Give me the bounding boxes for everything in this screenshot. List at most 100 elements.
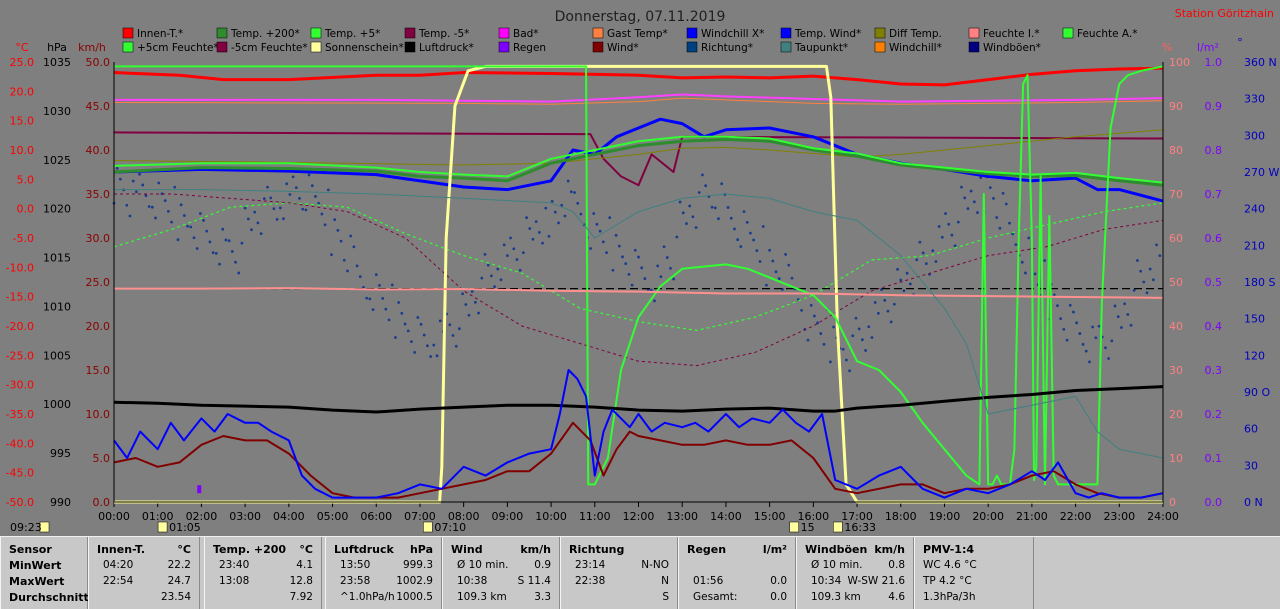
direction-point [182, 214, 186, 217]
direction-point [397, 301, 401, 304]
direction-point [649, 288, 653, 292]
direction-point [1158, 254, 1162, 257]
x-tick-label: 00:00 [98, 510, 130, 523]
direction-point [349, 234, 353, 238]
stats-time: 10:34 [811, 575, 842, 587]
legend-swatch [592, 41, 604, 53]
humidity-tick-label: 60 [1169, 232, 1183, 245]
wind-tick-label: 10.0 [86, 408, 111, 421]
direction-point [844, 358, 848, 362]
direction-point [384, 307, 388, 311]
direction-point [275, 218, 279, 221]
x-tick-label: 17:00 [841, 510, 873, 523]
direction-point [278, 206, 282, 210]
direction-point [851, 334, 855, 338]
direction-point [1052, 293, 1056, 297]
direction-point [230, 250, 234, 253]
legend-swatch [686, 27, 698, 39]
direction-point [691, 215, 695, 219]
temp-tick-label: -25.0 [6, 349, 34, 362]
legend-swatch [122, 27, 134, 39]
direction-point [291, 175, 295, 179]
direction-point [908, 282, 912, 286]
legend-swatch [310, 41, 322, 53]
direction-axis-unit: ° [1237, 36, 1243, 49]
direction-point [876, 311, 880, 315]
legend-label: Sonnenschein* [325, 42, 404, 54]
temp-tick-label: -30.0 [6, 379, 34, 392]
direction-point [352, 245, 356, 249]
stats-value: 1000.5 [396, 591, 433, 603]
direction-point [342, 258, 346, 262]
legend-label: Innen-T.* [137, 28, 183, 40]
legend-swatch [404, 27, 416, 39]
direction-point [621, 255, 624, 259]
stats-panel-regen: Regen l/m² 01:56 0.0 Gesamt: 0.0 [678, 537, 796, 609]
direction-point [569, 190, 573, 194]
direction-point [704, 184, 708, 188]
rain-axis-unit: l/m² [1197, 41, 1219, 54]
direction-tick-label: 180 S [1244, 276, 1275, 289]
direction-point [298, 197, 301, 200]
series-line [113, 369, 1164, 499]
direction-point [323, 223, 327, 227]
direction-point [800, 308, 804, 312]
pressure-tick-label: 1035 [43, 56, 71, 69]
stats-panel-boeen: Windböen km/h Ø 10 min. 0.8 10:34 W-SW 21.6 10… [796, 537, 914, 609]
rain-tick-label: 0.8 [1205, 144, 1223, 157]
direction-point [240, 241, 244, 245]
direction-point [154, 216, 157, 220]
direction-point [378, 284, 381, 287]
direction-point [195, 247, 199, 250]
direction-point [937, 225, 941, 228]
direction-point [656, 264, 660, 268]
direction-point [1116, 315, 1120, 319]
direction-point [697, 191, 701, 194]
direction-point [685, 222, 688, 225]
stats-panel-temp200: Temp. +200 °C 23:40 4.1 13:08 12.8 7.92 [204, 537, 322, 609]
direction-point [1024, 271, 1027, 275]
direction-point [227, 239, 231, 243]
direction-point [365, 296, 369, 300]
direction-point [579, 212, 583, 216]
direction-point [320, 212, 324, 216]
stats-value: 999.3 [402, 559, 433, 571]
stats-value: TP 4.2 °C [923, 575, 972, 587]
direction-point [733, 227, 736, 231]
rain-tick-label: 0.0 [1205, 496, 1223, 509]
direction-point [429, 355, 433, 358]
direction-point [566, 179, 570, 183]
wind-tick-label: 0.0 [93, 496, 111, 509]
series-line [113, 385, 1164, 414]
x-tick-label: 16:00 [797, 510, 829, 523]
temp-tick-label: -5.0 [13, 232, 34, 245]
direction-point [282, 217, 285, 221]
direction-point [717, 217, 720, 221]
temp-tick-label: -50.0 [6, 496, 34, 509]
direction-point [883, 298, 887, 302]
direction-point [672, 277, 676, 281]
direction-point [496, 267, 500, 271]
direction-point [701, 173, 704, 177]
stats-time: 23:40 [219, 559, 250, 571]
direction-point [998, 226, 1002, 230]
direction-point [1126, 313, 1130, 316]
direction-point [1113, 304, 1117, 308]
humidity-tick-label: 80 [1169, 144, 1183, 157]
direction-point [665, 256, 669, 259]
series-line [113, 117, 1164, 203]
direction-point [617, 244, 621, 248]
direction-point [477, 311, 480, 315]
direction-tick-label: 240 [1244, 203, 1265, 216]
direction-point [1107, 357, 1111, 360]
direction-point [576, 201, 580, 205]
direction-point [589, 247, 592, 250]
chart-canvas: Donnerstag, 07.11.2019 Station Göritzhain… [6, 7, 1280, 534]
direction-point [179, 203, 183, 207]
stats-row-label: MaxWert [9, 575, 65, 588]
direction-point [828, 360, 832, 364]
rain-tick-label: 0.6 [1205, 232, 1223, 245]
wind-tick-label: 45.0 [86, 100, 111, 113]
direction-point [595, 222, 599, 226]
direction-point [237, 271, 241, 275]
